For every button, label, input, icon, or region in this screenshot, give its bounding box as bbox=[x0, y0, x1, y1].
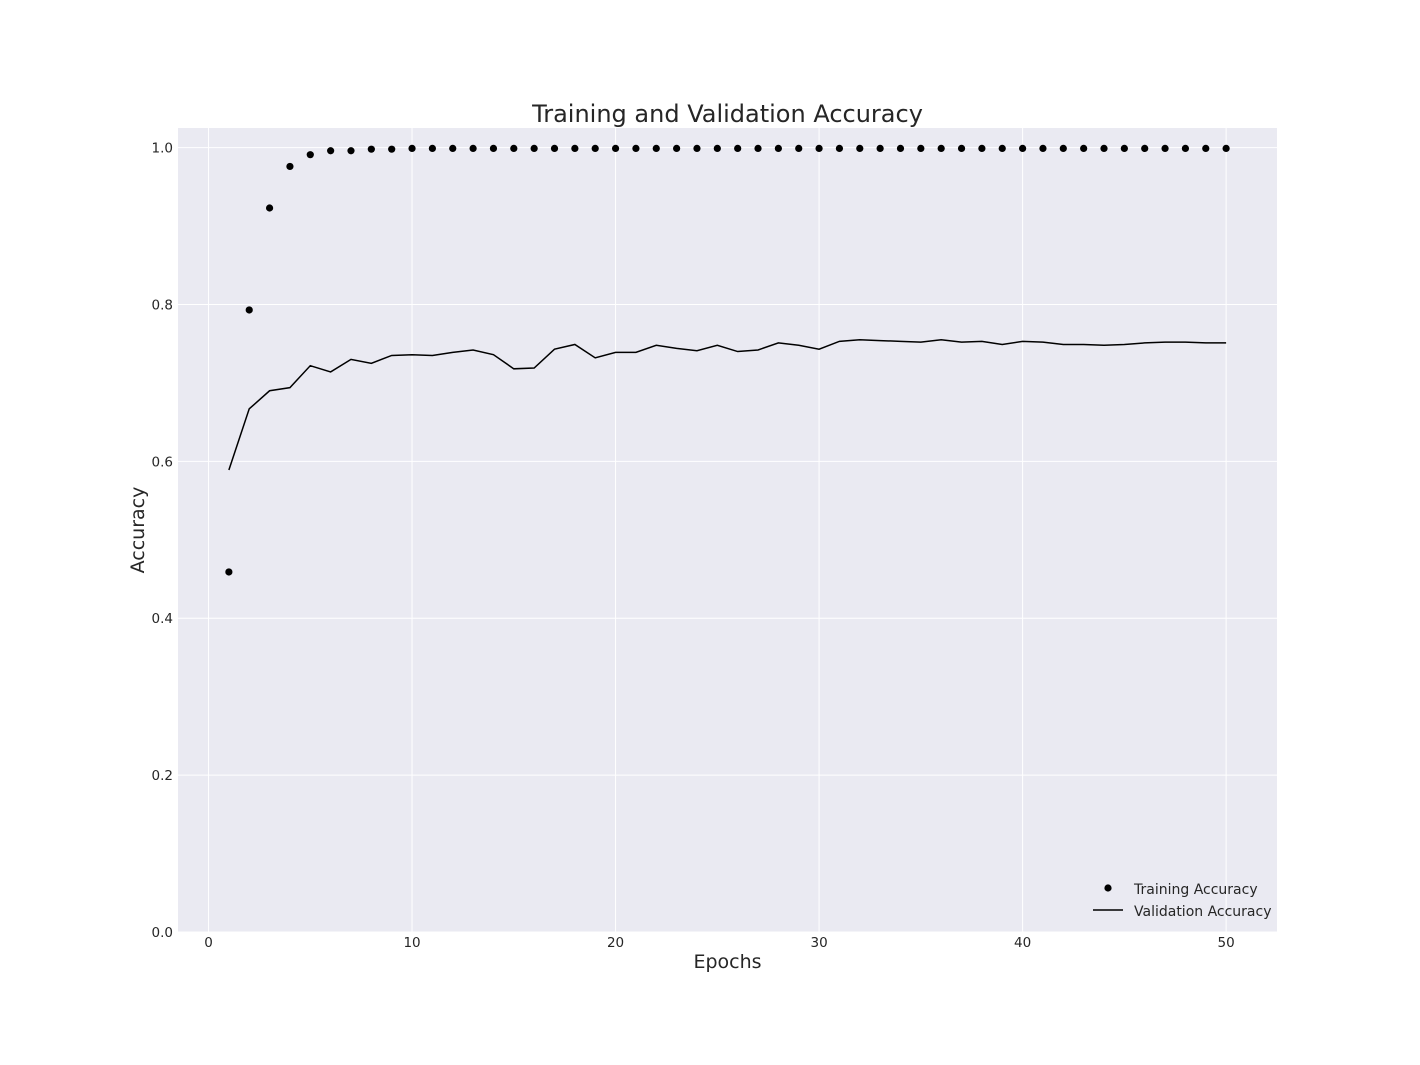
training-accuracy-point bbox=[876, 144, 884, 152]
training-accuracy-point bbox=[713, 144, 721, 152]
y-tick-label: 0.0 bbox=[152, 925, 173, 941]
training-accuracy-point bbox=[1202, 144, 1210, 152]
training-accuracy-point bbox=[1059, 144, 1067, 152]
training-accuracy-point bbox=[530, 144, 538, 152]
x-tick-label: 30 bbox=[810, 935, 827, 951]
training-accuracy-point bbox=[327, 147, 335, 155]
training-accuracy-point bbox=[306, 151, 314, 159]
training-accuracy-point bbox=[408, 144, 416, 152]
training-accuracy-point bbox=[673, 144, 681, 152]
tick-labels: 0 10 20 30 40 50 0.0 0.2 0.4 0.6 0.8 1.0 bbox=[152, 141, 1235, 951]
training-accuracy-point bbox=[835, 144, 844, 152]
legend-marker-training bbox=[1104, 884, 1112, 892]
y-tick-label: 0.6 bbox=[152, 454, 173, 470]
training-accuracy-point bbox=[774, 144, 782, 152]
training-accuracy-point bbox=[1039, 144, 1047, 152]
training-accuracy-point bbox=[1080, 144, 1088, 152]
training-accuracy-point bbox=[754, 144, 762, 152]
training-accuracy-point bbox=[652, 144, 660, 152]
training-accuracy-point bbox=[286, 162, 294, 171]
training-accuracy-point bbox=[896, 144, 905, 152]
training-accuracy-point bbox=[388, 145, 396, 153]
validation-accuracy-line bbox=[228, 339, 1227, 471]
training-accuracy-point bbox=[957, 144, 966, 152]
y-tick-label: 0.8 bbox=[152, 297, 173, 313]
training-accuracy-point bbox=[591, 144, 599, 152]
training-accuracy-point bbox=[265, 204, 274, 212]
training-accuracy-point bbox=[978, 144, 986, 152]
training-accuracy-point bbox=[1120, 144, 1128, 152]
legend-label-validation: Validation Accuracy bbox=[1134, 904, 1272, 920]
training-accuracy-point bbox=[449, 144, 457, 152]
training-accuracy-point bbox=[1161, 144, 1169, 152]
training-accuracy-point bbox=[428, 144, 436, 152]
training-accuracy-point bbox=[489, 144, 498, 152]
plot-area bbox=[178, 128, 1277, 932]
training-accuracy-point bbox=[245, 306, 253, 314]
training-accuracy-point bbox=[1100, 144, 1108, 152]
y-tick-label: 0.4 bbox=[152, 611, 173, 627]
series-layer bbox=[225, 144, 1230, 576]
training-accuracy-point bbox=[571, 144, 579, 152]
training-accuracy-point bbox=[815, 144, 823, 152]
grid bbox=[178, 128, 1277, 933]
chart-title: Training and Validation Accuracy bbox=[531, 100, 923, 128]
training-accuracy-point bbox=[856, 144, 864, 152]
y-axis-label: Accuracy bbox=[127, 487, 149, 574]
legend-label-training: Training Accuracy bbox=[1133, 882, 1258, 898]
y-tick-label: 0.2 bbox=[152, 768, 173, 784]
training-accuracy-point bbox=[1019, 144, 1027, 152]
training-accuracy-point bbox=[734, 144, 742, 152]
training-accuracy-point bbox=[795, 144, 803, 152]
x-tick-label: 10 bbox=[403, 935, 420, 951]
training-accuracy-point bbox=[998, 144, 1006, 152]
training-accuracy-point bbox=[510, 144, 518, 152]
training-accuracy-point bbox=[1141, 144, 1149, 152]
training-accuracy-point bbox=[632, 144, 640, 152]
legend: Training Accuracy Validation Accuracy bbox=[1093, 882, 1272, 920]
training-accuracy-point bbox=[693, 144, 701, 152]
training-accuracy-point bbox=[367, 145, 375, 153]
training-accuracy-point bbox=[225, 568, 233, 576]
training-accuracy-point bbox=[1222, 144, 1230, 152]
x-tick-label: 20 bbox=[607, 935, 624, 951]
training-accuracy-point bbox=[1181, 144, 1190, 152]
x-tick-label: 50 bbox=[1218, 935, 1235, 951]
x-tick-label: 0 bbox=[204, 935, 213, 951]
training-accuracy-point bbox=[469, 144, 477, 152]
y-tick-label: 1.0 bbox=[152, 141, 173, 157]
training-accuracy-point bbox=[611, 144, 620, 152]
x-axis-label: Epochs bbox=[693, 951, 761, 973]
training-accuracy-point bbox=[347, 147, 355, 155]
x-tick-label: 40 bbox=[1014, 935, 1031, 951]
training-accuracy-point bbox=[937, 144, 945, 152]
training-accuracy-point bbox=[550, 144, 559, 152]
training-accuracy-point bbox=[917, 144, 925, 152]
